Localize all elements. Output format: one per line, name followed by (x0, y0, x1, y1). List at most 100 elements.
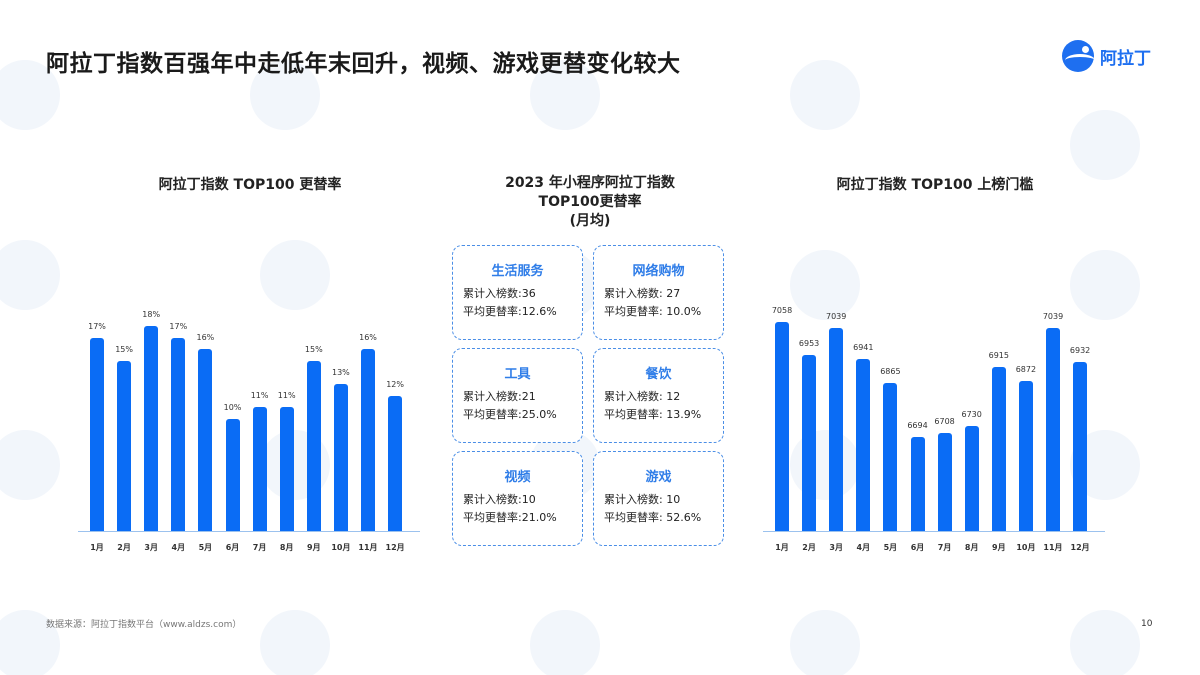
x-axis-label: 8月 (279, 543, 294, 552)
category-card-online-shopping: 网络购物 累计入榜数: 27 平均更替率: 10.0% (593, 245, 724, 340)
card-rate: 平均更替率: 52.6% (604, 511, 702, 524)
bar (964, 425, 979, 531)
x-axis-label: 4月 (856, 543, 871, 552)
bar-value-label: 6932 (1069, 345, 1091, 355)
bar (775, 321, 789, 531)
x-axis-label: 8月 (964, 543, 979, 552)
bar (910, 437, 925, 531)
bar-value-label: 15% (115, 345, 133, 354)
category-card-video: 视频 累计入榜数:10 平均更替率:21.0% (452, 451, 583, 546)
logo-text: 阿拉丁 (1100, 48, 1151, 69)
card-count: 累计入榜数: 10 (604, 493, 681, 506)
watermark-logo-icon (260, 610, 330, 675)
watermark-logo-icon (530, 60, 600, 130)
page-title: 阿拉丁指数百强年中走低年末回升，视频、游戏更替变化较大 (46, 51, 681, 77)
x-axis-label: 5月 (198, 543, 213, 552)
x-axis-label: 12月 (385, 543, 405, 552)
watermark-logo-icon (790, 430, 860, 500)
card-title: 视频 (504, 470, 531, 485)
entry-threshold-chart: 7058 6953 7039 6941 6865 6694 6708 6730 6915 6872… (765, 300, 1105, 531)
bar (829, 327, 844, 531)
middle-title-line1: 2023 年小程序阿拉丁指数 (505, 175, 675, 191)
x-axis-label: 9月 (307, 543, 321, 552)
bar-value-label: 6708 (934, 416, 955, 426)
watermark-logo-icon (790, 250, 860, 320)
watermark-logo-icon (0, 240, 60, 310)
bar (883, 382, 898, 531)
bar (225, 419, 240, 531)
watermark-logo-icon (1070, 250, 1140, 320)
x-axis-label: 12月 (1070, 543, 1090, 552)
card-count: 累计入榜数:36 (463, 287, 536, 300)
left-chart-title: 阿拉丁指数 TOP100 更替率 (158, 177, 342, 193)
bar (117, 361, 132, 531)
bar-value-label: 17% (88, 321, 106, 331)
bar (991, 367, 1006, 531)
watermark-logo-icon (530, 610, 600, 675)
middle-title: 2023 年小程序阿拉丁指数 TOP100更替率 (月均) (440, 174, 740, 231)
x-axis-label: 4月 (171, 543, 186, 552)
x-axis-label: 5月 (883, 543, 898, 552)
x-axis-label: 11月 (1043, 543, 1063, 552)
bar (856, 358, 871, 531)
watermark-logo-icon (260, 240, 330, 310)
card-rate: 平均更替率:21.0% (463, 511, 557, 524)
bar-value-label: 11% (250, 391, 269, 401)
bar-value-label: 7058 (771, 305, 793, 315)
bar (144, 326, 159, 531)
x-axis-label: 7月 (937, 543, 952, 552)
bar-value-label: 7039 (1042, 311, 1064, 321)
bar (198, 349, 213, 531)
bar-value-label: 6953 (798, 339, 820, 349)
watermark-logo-icon (0, 60, 60, 130)
card-count: 累计入榜数: 12 (604, 390, 681, 403)
bar-value-label: 6730 (961, 409, 982, 419)
bar-value-label: 17% (169, 321, 188, 331)
category-card-dining: 餐饮 累计入榜数: 12 平均更替率: 13.9% (593, 348, 724, 443)
watermark-logo-icon (1070, 110, 1140, 180)
bar-value-label: 6941 (853, 342, 874, 352)
card-title: 餐饮 (645, 367, 672, 382)
category-card-life-services: 生活服务 累计入榜数:36 平均更替率:12.6% (452, 245, 583, 340)
middle-title-line2: TOP100更替率 (538, 194, 642, 210)
bar-value-label: 10% (223, 403, 242, 412)
card-title: 网络购物 (632, 264, 685, 279)
category-card-games: 游戏 累计入榜数: 10 平均更替率: 52.6% (593, 451, 724, 546)
bar (1018, 380, 1033, 531)
bar (1073, 361, 1088, 531)
bar (333, 384, 348, 531)
bar (361, 349, 375, 531)
bar (1046, 327, 1060, 531)
card-rate: 平均更替率:25.0% (463, 408, 557, 421)
bar (306, 361, 321, 531)
bar-value-label: 6872 (1015, 364, 1037, 374)
bar-value-label: 11% (277, 391, 296, 401)
x-axis-label: 11月 (358, 543, 378, 552)
x-axis-label: 9月 (992, 543, 1006, 552)
bar (937, 432, 952, 531)
card-title: 工具 (504, 367, 531, 382)
bar-value-label: 6694 (907, 421, 928, 430)
card-count: 累计入榜数:21 (463, 390, 536, 403)
bar (802, 355, 817, 531)
x-axis-label: 3月 (144, 543, 158, 552)
card-rate: 平均更替率: 13.9% (604, 408, 702, 421)
x-axis-label: 6月 (910, 543, 925, 552)
card-count: 累计入榜数:10 (463, 493, 536, 506)
replacement-rate-chart: 17% 15% 18% 17% 16% 10% 11% 11% 15% 13% 16% 12% (80, 300, 420, 531)
bar-value-label: 13% (332, 368, 350, 378)
bar-value-label: 6915 (988, 351, 1009, 361)
x-axis-label: 7月 (252, 543, 267, 552)
bar-value-label: 12% (386, 379, 404, 389)
right-chart-baseline (763, 531, 1105, 532)
category-card-tools: 工具 累计入榜数:21 平均更替率:25.0% (452, 348, 583, 443)
card-count: 累计入榜数: 27 (604, 287, 681, 300)
x-axis-label: 10月 (331, 543, 351, 552)
card-rate: 平均更替率:12.6% (463, 305, 557, 318)
x-axis-label: 1月 (90, 543, 104, 552)
bar-value-label: 16% (359, 333, 377, 343)
bar (279, 407, 294, 531)
x-axis-label: 6月 (225, 543, 240, 552)
right-chart-title: 阿拉丁指数 TOP100 上榜门槛 (836, 177, 1034, 193)
bar (252, 407, 267, 531)
